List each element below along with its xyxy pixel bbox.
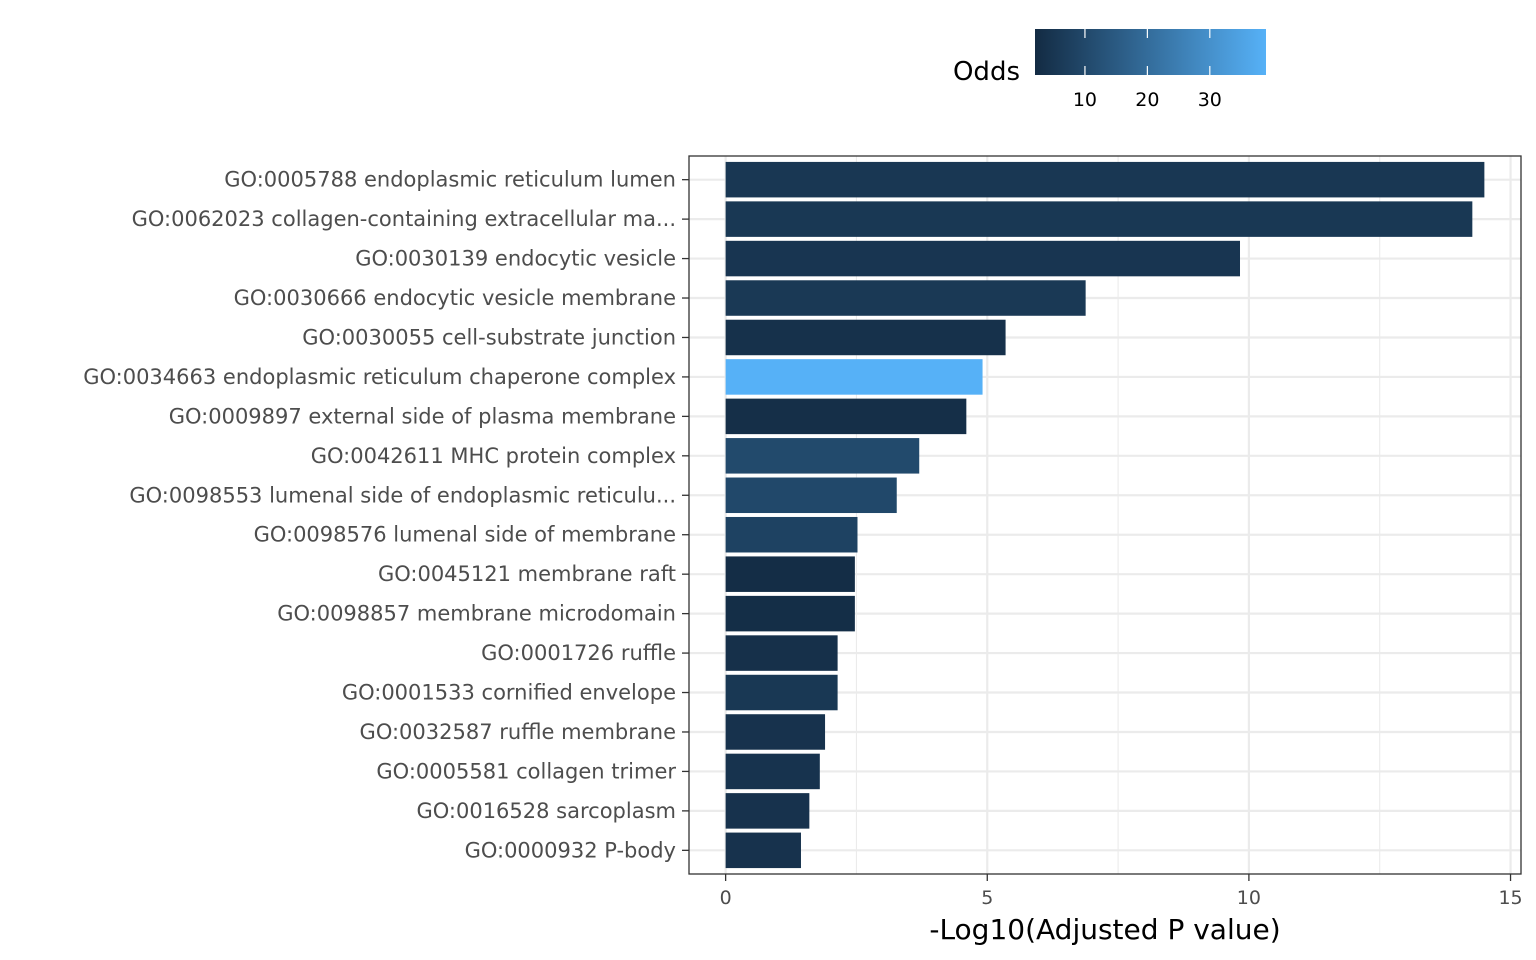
- y-axis: GO:0005788 endoplasmic reticulum lumen GO…: [83, 168, 689, 862]
- x-tick-label: 5: [981, 887, 993, 909]
- bar: [725, 201, 1473, 237]
- y-tick-label: GO:0009897 external side of plasma membr…: [169, 404, 676, 428]
- x-tick-label: 15: [1498, 887, 1522, 909]
- bar: [725, 477, 897, 514]
- bar: [725, 674, 838, 711]
- bar: [725, 161, 1485, 198]
- panel-border: [688, 155, 1522, 875]
- x-axis-title: -Log10(Adjusted P value): [929, 913, 1280, 946]
- legend-tick-label: 20: [1135, 89, 1159, 111]
- bar: [725, 438, 920, 474]
- bar: [725, 398, 967, 435]
- y-tick-label: GO:0034663 endoplasmic reticulum chapero…: [83, 365, 676, 389]
- legend: Odds 10 20 30: [953, 29, 1266, 111]
- y-tick-label: GO:0098857 membrane microdomain: [277, 602, 676, 626]
- bar: [725, 595, 855, 632]
- y-tick-label: GO:0001726 ruffle: [481, 641, 676, 665]
- plot-panel: [688, 155, 1522, 875]
- bar: [725, 832, 801, 869]
- x-tick-label: 10: [1237, 887, 1261, 909]
- y-tick-label: GO:0098576 lumenal side of membrane: [254, 523, 676, 547]
- bar: [725, 556, 855, 592]
- x-axis: 0 5 10 15: [720, 874, 1523, 909]
- y-tick-label: GO:0005581 collagen trimer: [376, 759, 676, 783]
- y-tick-label: GO:0030139 endocytic vesicle: [355, 247, 676, 271]
- bar: [725, 516, 858, 553]
- bar: [725, 319, 1006, 356]
- y-tick-label: GO:0045121 membrane raft: [378, 562, 676, 586]
- y-tick-label: GO:0062023 collagen-containing extracell…: [132, 207, 676, 231]
- bars: [725, 161, 1485, 869]
- bar: [725, 753, 820, 790]
- bar: [725, 714, 826, 750]
- y-tick-label: GO:0030666 endocytic vesicle membrane: [234, 286, 676, 310]
- y-tick-label: GO:0098553 lumenal side of endoplasmic r…: [129, 483, 676, 507]
- bar: [725, 359, 983, 395]
- legend-colorbar: [1035, 29, 1266, 75]
- y-tick-label: GO:0016528 sarcoplasm: [416, 799, 676, 823]
- legend-title: Odds: [953, 57, 1020, 87]
- y-tick-label: GO:0000932 P-body: [465, 838, 676, 862]
- legend-ticks: 10 20 30: [1073, 29, 1222, 111]
- grid-lines: [689, 156, 1521, 874]
- x-tick-label: 0: [720, 887, 732, 909]
- y-tick-label: GO:0032587 ruffle membrane: [360, 720, 676, 744]
- bar: [725, 793, 810, 829]
- bar: [725, 240, 1241, 277]
- y-tick-label: GO:0042611 MHC protein complex: [311, 444, 676, 468]
- y-tick-label: GO:0030055 cell-substrate junction: [302, 325, 676, 349]
- y-tick-label: GO:0001533 cornified envelope: [342, 681, 676, 705]
- bar: [725, 635, 838, 671]
- legend-tick-label: 30: [1198, 89, 1222, 111]
- bar: [725, 280, 1086, 316]
- y-tick-label: GO:0005788 endoplasmic reticulum lumen: [224, 168, 676, 192]
- legend-tick-label: 10: [1073, 89, 1097, 111]
